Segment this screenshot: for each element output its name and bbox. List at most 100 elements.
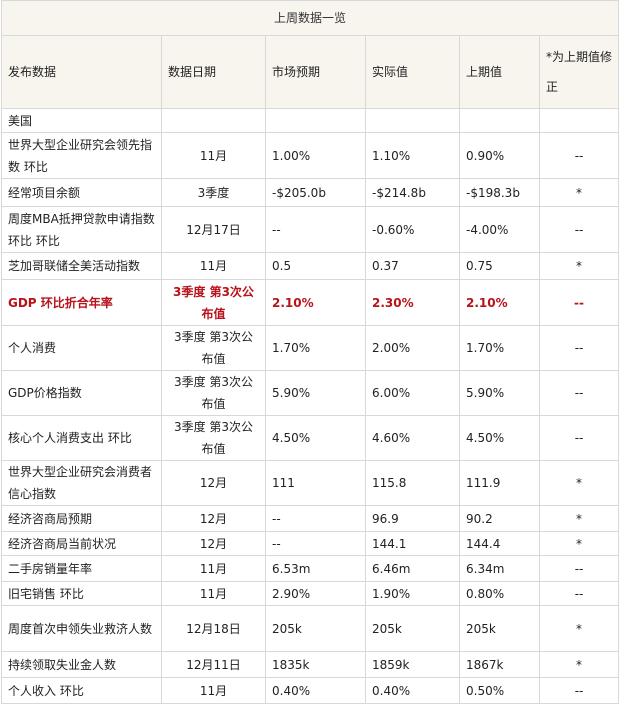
table-row: 核心个人消费支出 环比 3季度 第3次公布值 4.50% 4.60% 4.50% -- <box>1 415 619 461</box>
revision-cell: -- <box>538 325 619 371</box>
revision-cell: * <box>538 605 619 652</box>
indicator-cell: 个人消费 <box>1 325 162 371</box>
revision-cell: -- <box>538 677 619 704</box>
actual-cell: 0.37 <box>365 252 460 280</box>
header-actual: 实际值 <box>365 35 460 109</box>
table-row: 经常项目余额 3季度 -$205.0b -$214.8b -$198.3b * <box>1 178 619 207</box>
date-cell: 3季度 第3次公布值 <box>161 279 266 326</box>
previous-cell: 2.10% <box>459 279 540 326</box>
table-row: 经济咨商局当前状况 12月 -- 144.1 144.4 * <box>1 531 619 556</box>
date-cell: 12月17日 <box>161 206 266 253</box>
table-row: 世界大型企业研究会消费者信心指数 12月 111 115.8 111.9 * <box>1 460 619 506</box>
previous-cell: -4.00% <box>459 206 540 253</box>
table-row: 周度首次申领失业救济人数 12月18日 205k 205k 205k * <box>1 605 619 652</box>
indicator-cell: GDP价格指数 <box>1 370 162 416</box>
revision-cell: -- <box>538 581 619 606</box>
previous-cell: 144.4 <box>459 531 540 556</box>
revision-cell: -- <box>538 370 619 416</box>
previous-cell: 4.50% <box>459 415 540 461</box>
table-row: 芝加哥联储全美活动指数 11月 0.5 0.37 0.75 * <box>1 252 619 280</box>
revision-cell: -- <box>538 279 619 326</box>
indicator-cell: 世界大型企业研究会消费者信心指数 <box>1 460 162 506</box>
indicator-cell: 芝加哥联储全美活动指数 <box>1 252 162 280</box>
date-cell: 3季度 第3次公布值 <box>161 415 266 461</box>
actual-cell: 205k <box>365 605 460 652</box>
date-cell: 12月 <box>161 531 266 556</box>
indicator-cell: 个人收入 环比 <box>1 677 162 704</box>
revision-cell: -- <box>538 555 619 582</box>
previous-cell: 0.90% <box>459 132 540 179</box>
table-row: 世界大型企业研究会领先指数 环比 11月 1.00% 1.10% 0.90% -- <box>1 132 619 179</box>
actual-cell: 4.60% <box>365 415 460 461</box>
actual-cell: 6.00% <box>365 370 460 416</box>
actual-cell: -$214.8b <box>365 178 460 207</box>
forecast-cell: 205k <box>265 605 366 652</box>
date-cell: 12月 <box>161 460 266 506</box>
header-date: 数据日期 <box>161 35 266 109</box>
revision-cell: * <box>538 531 619 556</box>
table-row: 美国 <box>1 108 619 133</box>
indicator-cell: 核心个人消费支出 环比 <box>1 415 162 461</box>
indicator-cell: GDP 环比折合年率 <box>1 279 162 326</box>
forecast-cell: 6.53m <box>265 555 366 582</box>
indicator-cell: 持续领取失业金人数 <box>1 651 162 678</box>
indicator-cell: 周度MBA抵押贷款申请指数 环比 环比 <box>1 206 162 253</box>
previous-cell: 1.70% <box>459 325 540 371</box>
date-cell: 11月 <box>161 555 266 582</box>
revision-cell: * <box>538 252 619 280</box>
date-cell: 11月 <box>161 677 266 704</box>
table-row: GDP价格指数 3季度 第3次公布值 5.90% 6.00% 5.90% -- <box>1 370 619 416</box>
header-forecast: 市场预期 <box>265 35 366 109</box>
previous-cell: -$198.3b <box>459 178 540 207</box>
forecast-cell: -- <box>265 531 366 556</box>
indicator-cell: 世界大型企业研究会领先指数 环比 <box>1 132 162 179</box>
forecast-cell: 5.90% <box>265 370 366 416</box>
forecast-cell: 0.40% <box>265 677 366 704</box>
indicator-cell: 旧宅销售 环比 <box>1 581 162 606</box>
header-indicator: 发布数据 <box>1 35 162 109</box>
previous-cell: 1867k <box>459 651 540 678</box>
table-row: 周度MBA抵押贷款申请指数 环比 环比 12月17日 -- -0.60% -4.00% -… <box>1 206 619 253</box>
date-cell <box>161 108 266 133</box>
header-revision-note: *为上期值修正 <box>538 35 619 109</box>
table-row: 个人收入 环比 11月 0.40% 0.40% 0.50% -- <box>1 677 619 704</box>
date-cell: 11月 <box>161 581 266 606</box>
previous-cell: 111.9 <box>459 460 540 506</box>
forecast-cell <box>265 108 366 133</box>
actual-cell: 96.9 <box>365 505 460 532</box>
actual-cell: 2.00% <box>365 325 460 371</box>
revision-cell: -- <box>538 132 619 179</box>
revision-cell: * <box>538 651 619 678</box>
revision-cell: -- <box>538 415 619 461</box>
previous-cell: 0.80% <box>459 581 540 606</box>
revision-cell <box>538 108 619 133</box>
table-title-row: 上周数据一览 <box>0 0 619 36</box>
indicator-cell: 周度首次申领失业救济人数 <box>1 605 162 652</box>
indicator-cell: 经济咨商局预期 <box>1 505 162 532</box>
actual-cell: 2.30% <box>365 279 460 326</box>
actual-cell: 6.46m <box>365 555 460 582</box>
actual-cell: 1.10% <box>365 132 460 179</box>
actual-cell: 115.8 <box>365 460 460 506</box>
table-title: 上周数据一览 <box>0 0 619 36</box>
revision-cell: -- <box>538 206 619 253</box>
previous-cell: 0.50% <box>459 677 540 704</box>
forecast-cell: -- <box>265 206 366 253</box>
date-cell: 11月 <box>161 252 266 280</box>
date-cell: 3季度 第3次公布值 <box>161 325 266 371</box>
forecast-cell: -- <box>265 505 366 532</box>
indicator-cell: 经常项目余额 <box>1 178 162 207</box>
forecast-cell: 4.50% <box>265 415 366 461</box>
actual-cell: 1.90% <box>365 581 460 606</box>
actual-cell: 144.1 <box>365 531 460 556</box>
forecast-cell: 111 <box>265 460 366 506</box>
table-row: 二手房销量年率 11月 6.53m 6.46m 6.34m -- <box>1 555 619 582</box>
actual-cell: 0.40% <box>365 677 460 704</box>
date-cell: 12月18日 <box>161 605 266 652</box>
table-row: 个人消费 3季度 第3次公布值 1.70% 2.00% 1.70% -- <box>1 325 619 371</box>
forecast-cell: -$205.0b <box>265 178 366 207</box>
date-cell: 11月 <box>161 132 266 179</box>
forecast-cell: 1.70% <box>265 325 366 371</box>
previous-cell: 5.90% <box>459 370 540 416</box>
